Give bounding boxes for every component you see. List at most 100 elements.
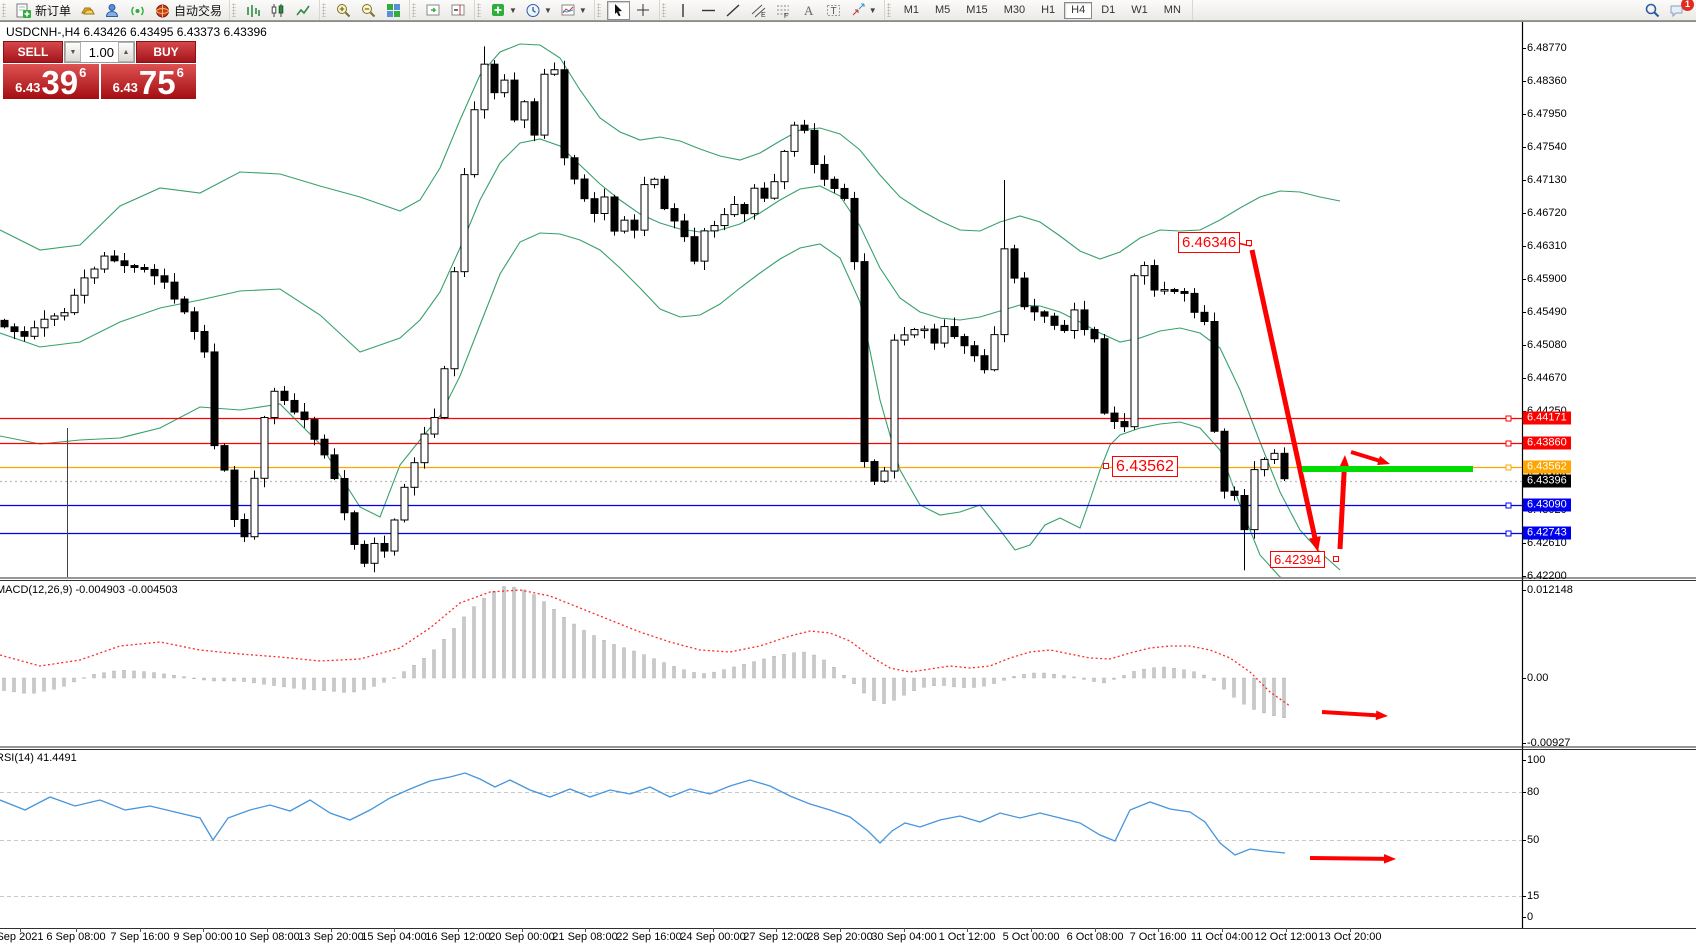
hline-handle[interactable] (1505, 415, 1512, 422)
candle (1040, 310, 1049, 323)
macd-histogram-bar (162, 673, 166, 679)
timeframe-M1-button[interactable]: M1 (903, 4, 919, 16)
candle (1210, 312, 1219, 433)
timeframe-H1-button[interactable]: H1 (1041, 4, 1056, 16)
chart-line-button[interactable] (292, 1, 315, 20)
chart-stage[interactable]: USDCNH-,H4 6.43426 6.43495 6.43373 6.433… (0, 21, 1696, 946)
macd-histogram-bar (612, 644, 616, 679)
svg-text:T: T (830, 6, 836, 17)
macd-histogram-bar (922, 677, 926, 688)
candle (510, 72, 519, 123)
chart-graphics[interactable] (0, 21, 1696, 946)
search-button[interactable] (1641, 1, 1664, 20)
timeframe-M15-button[interactable]: M15 (966, 4, 988, 16)
cursor-button[interactable] (606, 0, 630, 20)
macd-histogram-bar (182, 676, 186, 679)
timeframe-M30-button[interactable]: M30 (1003, 4, 1026, 16)
clock-button[interactable]: ▼ (522, 1, 555, 20)
hline-handle[interactable] (1505, 464, 1512, 471)
hline-handle[interactable] (1505, 502, 1512, 509)
object-handle[interactable] (1103, 463, 1109, 469)
level-price-flag[interactable]: 6.42743 (1523, 526, 1571, 540)
candle (120, 253, 129, 274)
label-button[interactable]: T (822, 1, 845, 20)
tline-button[interactable] (722, 1, 745, 20)
autoscroll-button[interactable] (422, 1, 445, 20)
timeframe-W1-button[interactable]: W1 (1131, 4, 1148, 16)
crosshair-button[interactable] (632, 1, 655, 20)
template-button[interactable]: ▼ (557, 1, 590, 20)
timeframe-M5-button[interactable]: M5 (935, 4, 951, 16)
candle (520, 100, 529, 129)
timeframe-H4-button[interactable]: H4 (1064, 1, 1093, 19)
level-price-flag[interactable]: 6.44171 (1523, 411, 1571, 425)
object-handle[interactable] (1246, 240, 1252, 246)
object-handle[interactable] (1333, 556, 1339, 562)
macd-histogram-bar (1192, 671, 1196, 679)
indicators-button[interactable]: ▼ (487, 1, 520, 20)
macd-histogram-bar (1022, 674, 1026, 679)
shift-button[interactable] (447, 1, 470, 20)
candle (390, 518, 399, 556)
vline-button[interactable] (672, 1, 695, 20)
macd-histogram-bar (1072, 676, 1076, 679)
rsi-line (0, 772, 1286, 856)
current-price-flag[interactable]: 6.43396 (1523, 474, 1571, 488)
annotation-price-label[interactable]: 6.46346 (1178, 232, 1241, 253)
timeframe-MN-button[interactable]: MN (1163, 4, 1181, 16)
hline-handle[interactable] (1505, 440, 1512, 447)
text-button[interactable]: A (797, 1, 820, 20)
level-price-flag[interactable]: 6.43090 (1523, 498, 1571, 512)
main-chart[interactable] (0, 43, 1522, 582)
annotation-price-label[interactable]: 6.42394 (1270, 551, 1325, 568)
candle (770, 173, 779, 200)
arrows-button[interactable]: ▼ (847, 1, 880, 20)
macd-panel[interactable] (0, 586, 1388, 721)
sell-price-tile[interactable]: 6.43 39 6 (3, 64, 99, 99)
macd-histogram-bar (932, 677, 936, 687)
macd-histogram-bar (782, 654, 786, 679)
macd-histogram-bar (522, 589, 526, 679)
chat-button[interactable]: 1 (1666, 0, 1694, 20)
level-price-flag[interactable]: 6.43860 (1523, 436, 1571, 450)
person-button[interactable] (101, 1, 124, 20)
zoom-out-button[interactable] (357, 1, 380, 20)
fibo-button[interactable]: F (772, 1, 795, 20)
candle (830, 176, 839, 193)
vline-icon (682, 3, 684, 17)
green-highlight-bar[interactable] (1302, 466, 1473, 472)
volume-input[interactable]: 1.00 (88, 44, 114, 60)
level-price-flag[interactable]: 6.43562 (1523, 460, 1571, 474)
gold-button[interactable] (76, 1, 99, 20)
timeframe-D1-button[interactable]: D1 (1101, 4, 1116, 16)
hline-button[interactable] (697, 1, 720, 20)
macd-histogram-bar (992, 677, 996, 684)
buy-price-tile[interactable]: 6.43 75 6 (100, 64, 196, 99)
candle (970, 341, 979, 362)
macd-histogram-bar (702, 673, 706, 679)
macd-histogram-bar (1212, 677, 1216, 681)
macd-histogram-bar (962, 677, 966, 688)
time-label: 22 Sep 16:00 (616, 931, 682, 943)
buy-button[interactable]: BUY (136, 41, 196, 63)
hline-handle[interactable] (1505, 530, 1512, 537)
channel-button[interactable]: E (747, 1, 770, 20)
gold-icon (81, 7, 95, 14)
sell-button[interactable]: SELL (3, 41, 63, 63)
price-tick-6.45080: 6.45080 (1527, 339, 1567, 351)
new-order-button[interactable]: 新订单 (12, 1, 74, 20)
macd-histogram-bar (1112, 677, 1116, 680)
candle (70, 288, 79, 315)
zoom-in-button[interactable] (332, 1, 355, 20)
chart-bars-button[interactable] (242, 1, 265, 20)
rsi-panel[interactable] (0, 772, 1522, 897)
candle (20, 326, 29, 342)
volume-increase-button[interactable]: ▲ (118, 42, 134, 62)
volume-decrease-button[interactable]: ▼ (65, 42, 81, 62)
label-icon: T (826, 4, 840, 17)
globe-button[interactable]: 自动交易 (151, 1, 225, 20)
tile-button[interactable] (382, 1, 405, 20)
signal-button[interactable] (126, 1, 149, 20)
annotation-price-label[interactable]: 6.43562 (1112, 456, 1178, 477)
chart-candles-button[interactable] (267, 1, 290, 20)
